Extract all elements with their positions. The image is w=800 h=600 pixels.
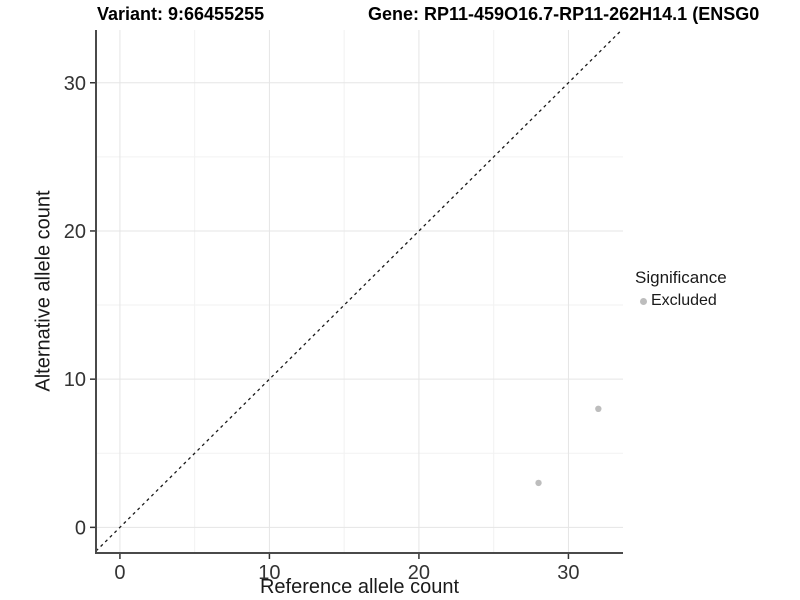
plot-title-gene: Gene: RP11-459O16.7-RP11-262H14.1 (ENSG0 (368, 4, 760, 24)
plot-title-variant: Variant: 9:66455255 (97, 4, 265, 24)
legend-title: Significance (635, 268, 727, 287)
y-tick-label: 30 (64, 73, 86, 95)
y-axis-title: Alternative allele count (32, 190, 55, 392)
y-tick-label: 10 (64, 369, 86, 391)
legend: Significance Excluded (635, 268, 727, 310)
data-point (535, 479, 542, 487)
x-tick-label: 20 (408, 562, 430, 584)
x-tick-label: 30 (557, 562, 579, 584)
legend-item-excluded: Excluded (640, 292, 727, 310)
x-tick-label: 10 (258, 562, 280, 584)
y-tick-label: 20 (64, 221, 86, 243)
legend-item-label: Excluded (651, 292, 717, 309)
legend-point-icon (640, 297, 647, 305)
x-tick-label: 0 (114, 562, 125, 584)
identity-line (95, 29, 623, 552)
data-point (595, 405, 602, 413)
x-axis-title: Reference allele count (259, 576, 459, 598)
y-tick-label: 0 (75, 517, 86, 539)
